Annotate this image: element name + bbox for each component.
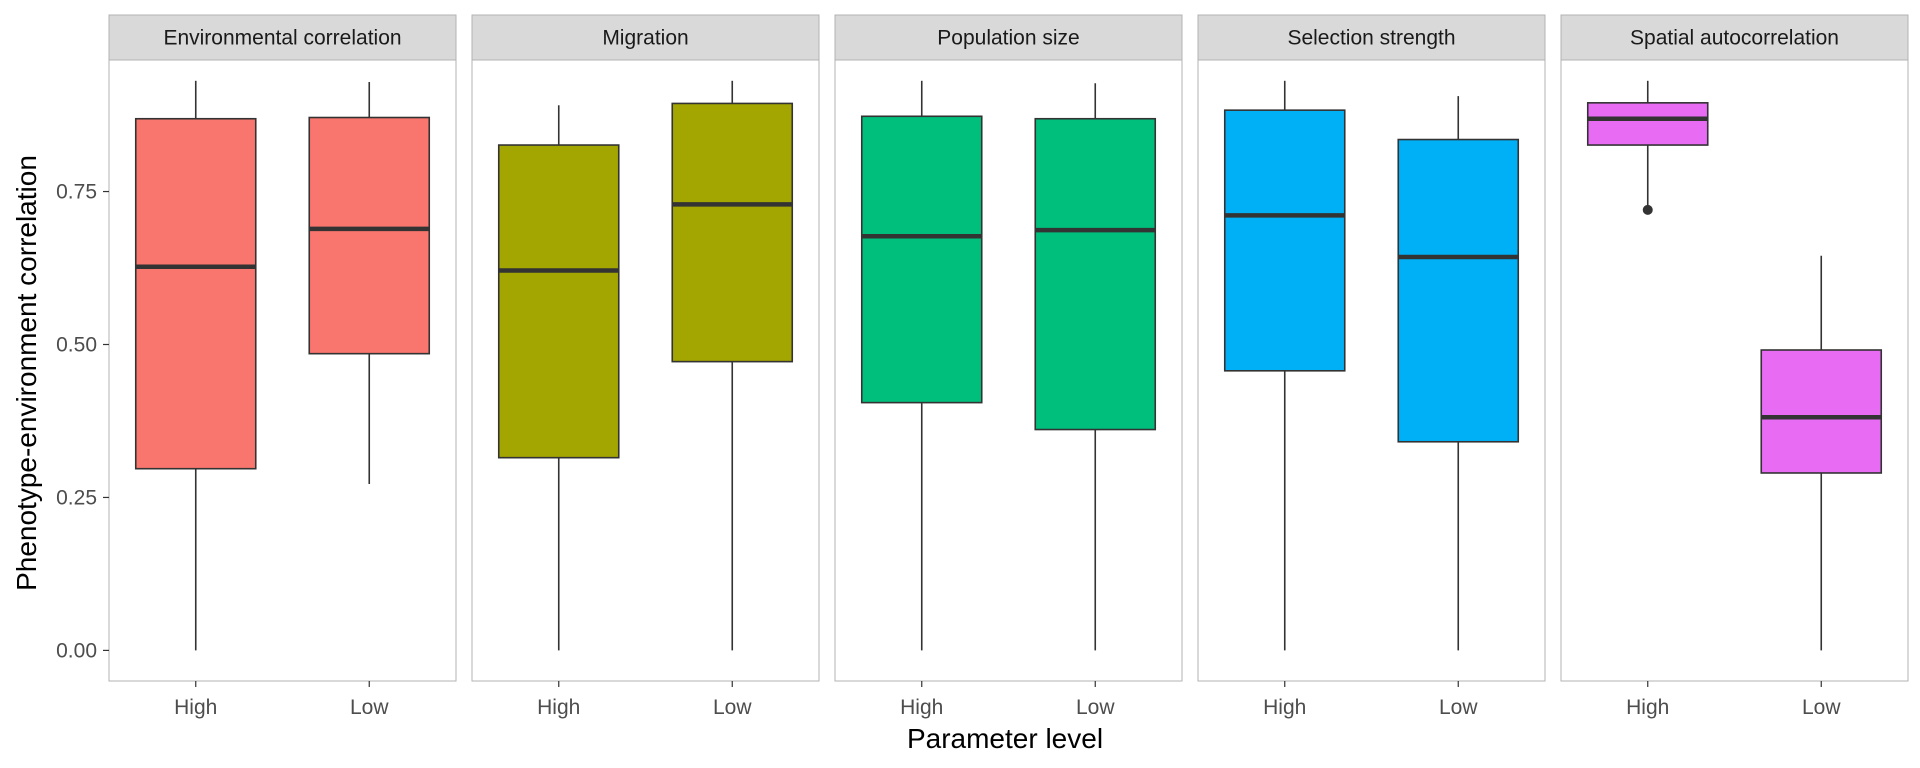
- y-tick-label: 0.25: [56, 486, 97, 509]
- facet-panel: Population size High Low: [834, 14, 1183, 719]
- facet-label: Environmental correlation: [163, 27, 401, 50]
- facet-strip: [108, 14, 457, 61]
- box: [1586, 102, 1709, 146]
- x-tick-label: Low: [350, 696, 389, 719]
- x-tick-label: High: [174, 696, 217, 719]
- box-series-high: [497, 105, 620, 651]
- x-tick-label: Low: [1076, 696, 1115, 719]
- box-series-low: [1760, 255, 1883, 651]
- box-series-low: [671, 80, 794, 651]
- box-series-high: [1586, 80, 1709, 215]
- y-tick-label: 0.75: [56, 181, 97, 204]
- y-tick-label: 0.00: [56, 639, 97, 662]
- outlier-point: [1642, 204, 1653, 215]
- y-axis: 0.00 0.25 0.50 0.75: [56, 181, 109, 662]
- box-series-low: [308, 82, 431, 484]
- facet-panel: Environmental correlation High Low: [108, 14, 457, 719]
- y-axis-title: Phenotype-environment correlation: [11, 155, 42, 591]
- x-tick-label: High: [1263, 696, 1306, 719]
- facet-panel: Migration High Low: [471, 14, 820, 719]
- box: [134, 117, 257, 470]
- box: [1034, 117, 1157, 431]
- facet-strip: [1197, 14, 1546, 61]
- y-tick-label: 0.50: [56, 333, 97, 356]
- facet-label: Migration: [602, 27, 688, 50]
- x-tick-label: High: [900, 696, 943, 719]
- x-tick-label: Low: [1802, 696, 1841, 719]
- facet-strip: [471, 14, 820, 61]
- x-tick-label: Low: [713, 696, 752, 719]
- x-tick-label: High: [537, 696, 580, 719]
- box-series-high: [134, 80, 257, 651]
- box: [497, 144, 620, 459]
- box: [1760, 349, 1883, 474]
- facet-label: Spatial autocorrelation: [1630, 27, 1839, 50]
- box-series-low: [1034, 83, 1157, 651]
- box: [860, 115, 983, 404]
- facet-strip: [1560, 14, 1909, 61]
- x-tick-label: High: [1626, 696, 1669, 719]
- facet-label: Population size: [937, 27, 1079, 50]
- box: [1397, 138, 1520, 443]
- box-series-high: [860, 80, 983, 651]
- box: [308, 116, 431, 355]
- box: [1223, 109, 1346, 372]
- x-axis-title: Parameter level: [907, 723, 1103, 754]
- box-series-low: [1397, 96, 1520, 651]
- box: [671, 102, 794, 363]
- x-tick-label: Low: [1439, 696, 1478, 719]
- facet-panel: Selection strength High Low: [1197, 14, 1546, 719]
- box-series-high: [1223, 80, 1346, 651]
- facet-panel: Spatial autocorrelation High Low: [1560, 14, 1909, 719]
- facet-label: Selection strength: [1287, 27, 1455, 50]
- facet-strip: [834, 14, 1183, 61]
